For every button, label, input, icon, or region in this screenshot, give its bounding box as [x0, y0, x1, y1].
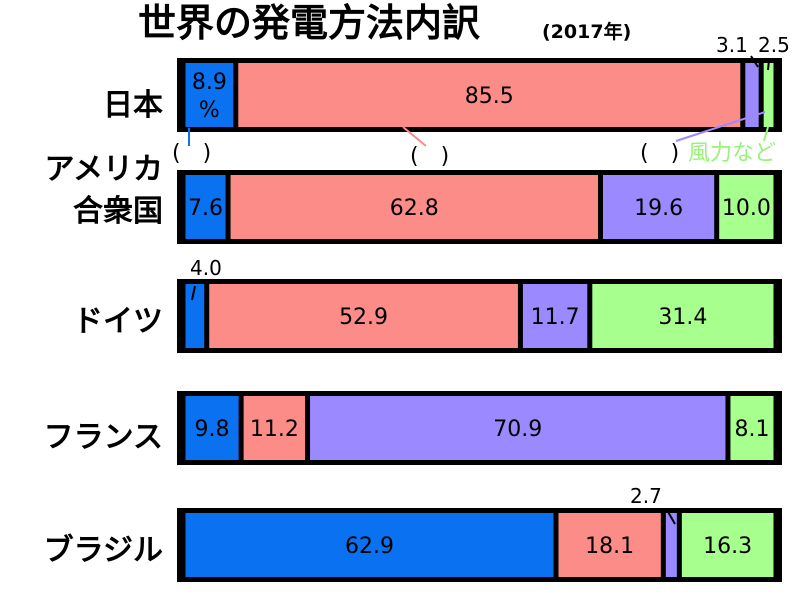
category-label: 合衆国: [73, 194, 163, 229]
bar-segment: [745, 63, 759, 127]
legend-paren-2: ( ): [410, 144, 449, 169]
bar-segment: [558, 513, 661, 577]
bar-segment: [185, 284, 205, 348]
bar-segment: [763, 63, 774, 127]
data-label-unit: %: [199, 98, 220, 123]
leader-line: [750, 55, 759, 68]
bar-segment: [185, 175, 226, 239]
bar-segment: [185, 63, 234, 127]
data-label: 3.1: [716, 33, 748, 57]
category-label: ブラジル: [44, 533, 163, 568]
chart-subtitle: (2017年): [542, 20, 631, 43]
legend-paren-3: ( ): [640, 141, 679, 166]
data-label: 31.4: [658, 305, 707, 330]
bar-segment: [665, 513, 677, 577]
category-label: フランス: [44, 420, 163, 455]
data-label: 2.5: [758, 33, 790, 57]
category-label: アメリカ: [45, 152, 164, 187]
bar-segment: [681, 513, 774, 577]
bar-segment: [592, 284, 774, 348]
data-label: 18.1: [585, 534, 634, 559]
data-label: 8.1: [734, 417, 769, 442]
bar-segment: [209, 284, 518, 348]
data-label: 19.6: [634, 196, 683, 221]
data-label: 62.8: [390, 196, 439, 221]
bar-segment: [185, 513, 554, 577]
leader-line: [191, 285, 196, 301]
bars-group: [177, 58, 782, 582]
data-label: 52.9: [339, 305, 388, 330]
bar-segment: [238, 63, 741, 127]
leader-line: [666, 509, 676, 525]
data-label: 9.8: [195, 417, 230, 442]
annotations-group: ( ) ( ) ( ) 風力など: [172, 111, 776, 169]
bar-segment: [730, 396, 774, 460]
legend-paren-1: ( ): [172, 141, 211, 166]
bar-segment: [230, 175, 598, 239]
legend-leader-line: [763, 126, 769, 142]
chart-title: 世界の発電方法内訳: [138, 1, 480, 45]
bar-segment: [522, 284, 588, 348]
data-label: 16.3: [703, 534, 752, 559]
bar-segment: [602, 175, 715, 239]
data-label: 11.2: [250, 417, 299, 442]
leader-line: [767, 59, 770, 71]
bar-segment: [243, 396, 306, 460]
bar-segment: [310, 396, 726, 460]
data-label: 10.0: [722, 196, 771, 221]
data-label: 62.9: [345, 534, 394, 559]
bar-segment: [719, 175, 774, 239]
data-label: 85.5: [465, 84, 514, 109]
data-label: 7.6: [188, 196, 223, 221]
legend-leader-line: [402, 126, 427, 147]
category-label: 日本: [103, 88, 163, 123]
data-label: 11.7: [531, 305, 580, 330]
data-label: 2.7: [630, 484, 662, 508]
data-label: 70.9: [493, 417, 542, 442]
category-label: ドイツ: [73, 304, 163, 339]
legend-leader-line: [675, 111, 766, 142]
data-label: 8.9: [192, 70, 227, 95]
data-label: 4.0: [190, 256, 222, 280]
legend-note-wind: 風力など: [688, 141, 776, 166]
bar-segment: [185, 396, 239, 460]
